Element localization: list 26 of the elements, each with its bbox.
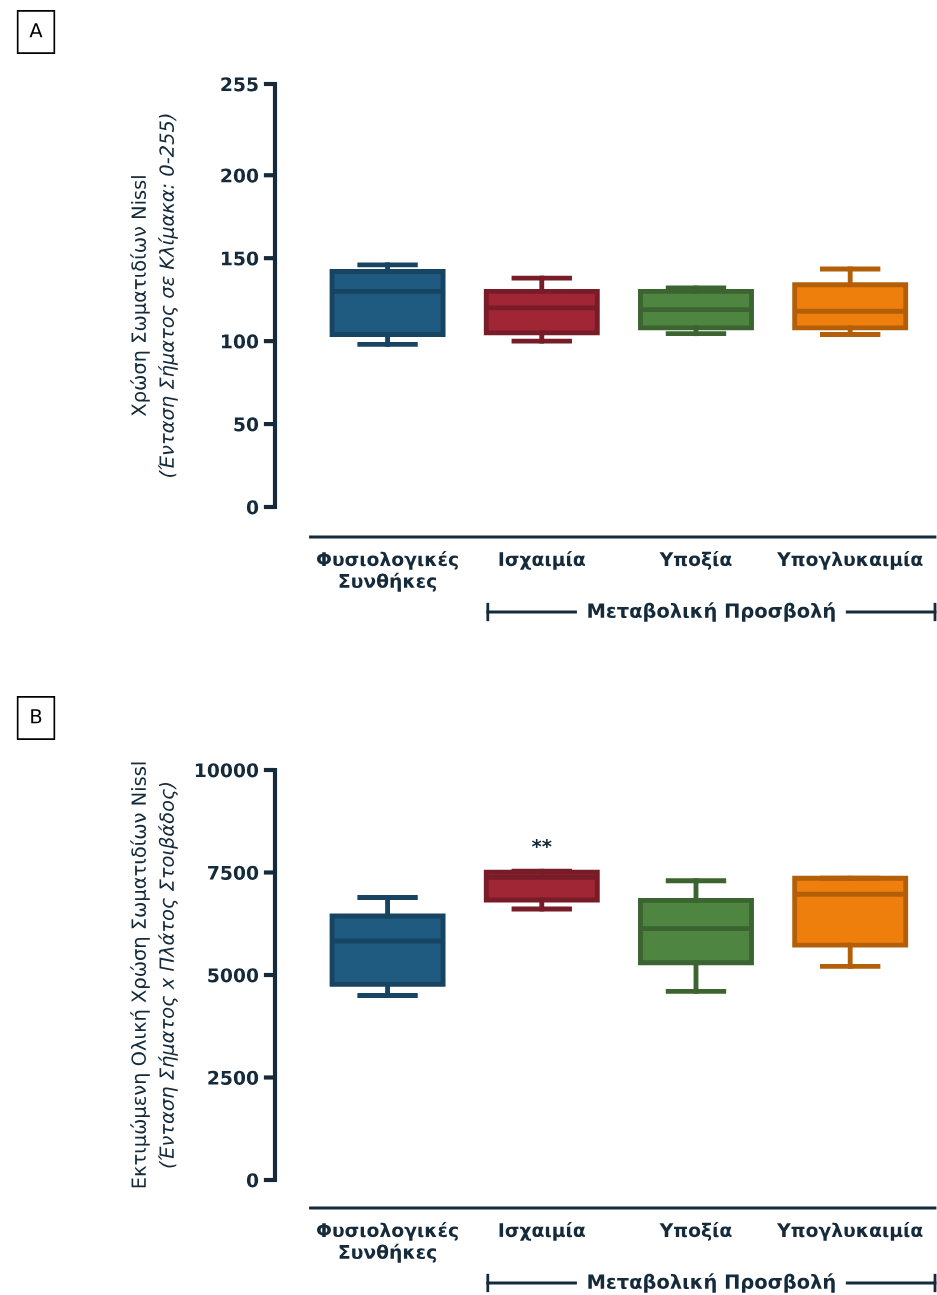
- annotation: **: [532, 838, 552, 848]
- x-tick-label: Ισχαιμία: [499, 550, 585, 570]
- y-tick-label: 100: [222, 334, 259, 349]
- x-tick-label: Ισχαιμία: [499, 1221, 585, 1241]
- y-tick-label: 7500: [208, 865, 259, 880]
- y-tick-label: 50: [234, 417, 259, 432]
- text: A: [29, 23, 43, 38]
- y-tick-label: 0: [246, 1173, 259, 1188]
- text: B: [31, 709, 42, 724]
- y-tick-label: 200: [221, 168, 259, 183]
- text: Μεταβολική Προσβολή: [588, 602, 835, 622]
- y-axis-title: Χρώση Σωματιδίων Nissl (Ένταση Σήματος σε Κλίμακα: 0-255): [130, 114, 178, 477]
- x-tick-label: Φυσιολογικές Συνθήκες: [316, 1221, 458, 1263]
- x-tick-label: Υπογλυκαιμία: [776, 1221, 923, 1241]
- y-tick-label: 255: [221, 77, 258, 92]
- y-tick-label: 150: [222, 251, 259, 266]
- x-tick-label: Υποξία: [659, 550, 732, 570]
- y-tick-label: 5000: [208, 968, 259, 983]
- x-tick-label: Υποξία: [659, 1221, 732, 1241]
- y-tick-label: 2500: [208, 1070, 259, 1085]
- y-axis-title: Εκτιμώμενη Ολική Χρώση Σωματιδίων Nissl (Ένταση Σήματος x Πλάτος Στοιβάδος): [130, 762, 178, 1188]
- text: Μεταβολική Προσβολή: [588, 1273, 835, 1293]
- y-tick-label: 0: [246, 500, 259, 515]
- x-tick-label: Υπογλυκαιμία: [776, 550, 923, 570]
- y-tick-label: 10000: [195, 763, 259, 778]
- x-tick-label: Φυσιολογικές Συνθήκες: [316, 550, 458, 592]
